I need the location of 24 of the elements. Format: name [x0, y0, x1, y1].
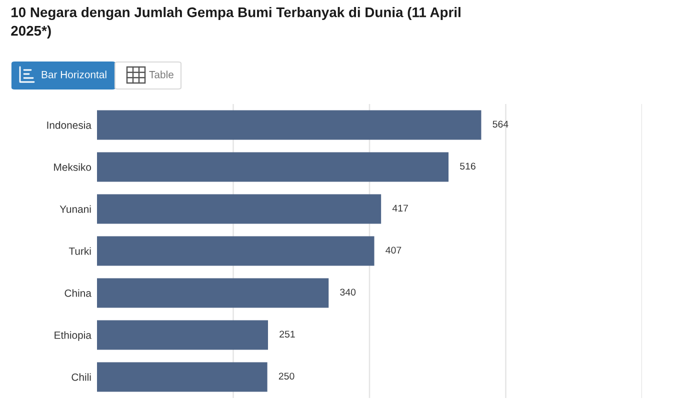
- y-tick-label: Indonesia: [47, 121, 92, 129]
- y-tick-label: China: [64, 289, 92, 297]
- text: Bar Horizontal: [42, 70, 106, 78]
- bar: [97, 152, 449, 182]
- text: Table: [149, 70, 174, 78]
- bar: [97, 194, 382, 224]
- y-tick-label: Ethiopia: [54, 331, 92, 341]
- bar: [97, 110, 482, 140]
- chart-title: 10 Negara dengan Jumlah Gempa Bumi Terbanyak di Dunia (11 April 2025*): [11, 7, 460, 38]
- data-label: 340: [340, 288, 356, 296]
- bar: [97, 278, 329, 308]
- data-label: 564: [492, 120, 508, 128]
- data-label: 250: [278, 372, 294, 380]
- y-tick-label: Chili: [72, 373, 91, 381]
- bar: [97, 362, 268, 392]
- bar: [97, 320, 268, 350]
- data-label: 251: [280, 330, 295, 338]
- y-tick-label: Turki: [68, 247, 91, 255]
- data-label: 407: [386, 246, 402, 254]
- bar: [97, 236, 374, 266]
- data-label: 516: [460, 162, 476, 170]
- data-label: 417: [392, 204, 408, 212]
- y-tick-label: Yunani: [60, 205, 91, 213]
- y-tick-label: Meksiko: [54, 163, 92, 171]
